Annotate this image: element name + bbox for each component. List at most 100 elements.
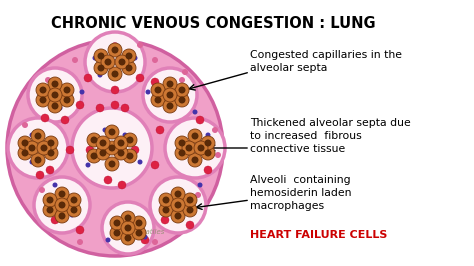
Circle shape <box>51 216 59 224</box>
Circle shape <box>152 57 158 63</box>
Circle shape <box>136 74 144 82</box>
Circle shape <box>132 216 146 230</box>
Circle shape <box>110 226 124 240</box>
Text: Thickened alveolar septa due
to increased  fibrous
connective tissue: Thickened alveolar septa due to increase… <box>250 118 411 153</box>
Circle shape <box>136 219 143 227</box>
Circle shape <box>174 213 182 219</box>
Circle shape <box>201 146 215 160</box>
Circle shape <box>52 81 58 88</box>
Circle shape <box>113 219 120 227</box>
Circle shape <box>41 114 49 122</box>
Circle shape <box>85 163 91 168</box>
Text: HEART FAILURE CELLS: HEART FAILURE CELLS <box>250 230 387 240</box>
Circle shape <box>133 56 137 60</box>
Circle shape <box>21 149 28 156</box>
Circle shape <box>102 202 154 254</box>
Circle shape <box>166 81 173 88</box>
Circle shape <box>159 203 173 217</box>
Circle shape <box>66 146 74 154</box>
Circle shape <box>29 132 35 138</box>
Circle shape <box>191 156 199 164</box>
Circle shape <box>183 203 197 217</box>
Circle shape <box>204 149 211 156</box>
Circle shape <box>161 216 169 224</box>
Circle shape <box>192 110 198 114</box>
Circle shape <box>48 99 62 113</box>
Circle shape <box>121 104 129 112</box>
Circle shape <box>123 149 137 163</box>
Circle shape <box>34 177 90 233</box>
Circle shape <box>46 197 54 203</box>
Circle shape <box>61 116 69 124</box>
Circle shape <box>112 42 118 48</box>
Circle shape <box>43 193 57 207</box>
Circle shape <box>179 149 185 156</box>
Circle shape <box>118 181 126 189</box>
Circle shape <box>163 88 177 102</box>
Circle shape <box>212 127 218 133</box>
Circle shape <box>104 59 111 65</box>
Text: CHRONIC VENOUS CONGESTION : LUNG: CHRONIC VENOUS CONGESTION : LUNG <box>51 16 375 31</box>
Circle shape <box>151 78 159 86</box>
Circle shape <box>47 139 55 147</box>
Circle shape <box>186 221 194 229</box>
Circle shape <box>121 211 135 225</box>
Circle shape <box>96 146 110 160</box>
Circle shape <box>35 132 42 139</box>
Circle shape <box>98 73 102 77</box>
Circle shape <box>52 102 58 110</box>
Circle shape <box>165 118 225 178</box>
Circle shape <box>108 67 122 81</box>
Circle shape <box>71 197 78 203</box>
Circle shape <box>181 96 189 104</box>
Circle shape <box>76 101 84 109</box>
Circle shape <box>186 206 193 214</box>
Circle shape <box>111 70 118 77</box>
Circle shape <box>182 141 196 155</box>
Circle shape <box>131 146 139 154</box>
Circle shape <box>141 236 149 244</box>
Circle shape <box>108 43 122 57</box>
Circle shape <box>58 190 65 197</box>
Circle shape <box>175 146 189 160</box>
Circle shape <box>156 126 164 134</box>
Circle shape <box>70 213 74 218</box>
Circle shape <box>167 106 173 110</box>
Circle shape <box>29 160 35 164</box>
Circle shape <box>163 99 177 113</box>
Circle shape <box>155 86 162 94</box>
Circle shape <box>100 149 107 156</box>
Circle shape <box>18 146 32 160</box>
Circle shape <box>201 136 215 150</box>
Circle shape <box>71 206 78 214</box>
Circle shape <box>28 144 36 152</box>
Circle shape <box>39 97 46 103</box>
Circle shape <box>198 144 204 152</box>
Circle shape <box>188 129 202 143</box>
Circle shape <box>87 133 101 147</box>
Circle shape <box>180 213 184 218</box>
Circle shape <box>132 226 146 240</box>
Circle shape <box>98 64 104 72</box>
Circle shape <box>125 235 131 242</box>
Circle shape <box>77 239 83 245</box>
Circle shape <box>170 80 174 85</box>
Circle shape <box>94 61 108 75</box>
Circle shape <box>111 86 119 94</box>
Circle shape <box>175 93 189 107</box>
Circle shape <box>171 209 185 223</box>
Circle shape <box>151 161 159 169</box>
Circle shape <box>179 77 185 83</box>
Circle shape <box>55 198 69 212</box>
Circle shape <box>84 74 92 82</box>
Circle shape <box>125 214 131 222</box>
Circle shape <box>179 139 185 147</box>
Circle shape <box>195 192 201 198</box>
Circle shape <box>55 209 69 223</box>
Circle shape <box>206 132 210 138</box>
Circle shape <box>45 77 51 83</box>
Circle shape <box>40 144 47 152</box>
Circle shape <box>182 69 188 75</box>
Circle shape <box>39 86 46 94</box>
Circle shape <box>137 42 143 48</box>
